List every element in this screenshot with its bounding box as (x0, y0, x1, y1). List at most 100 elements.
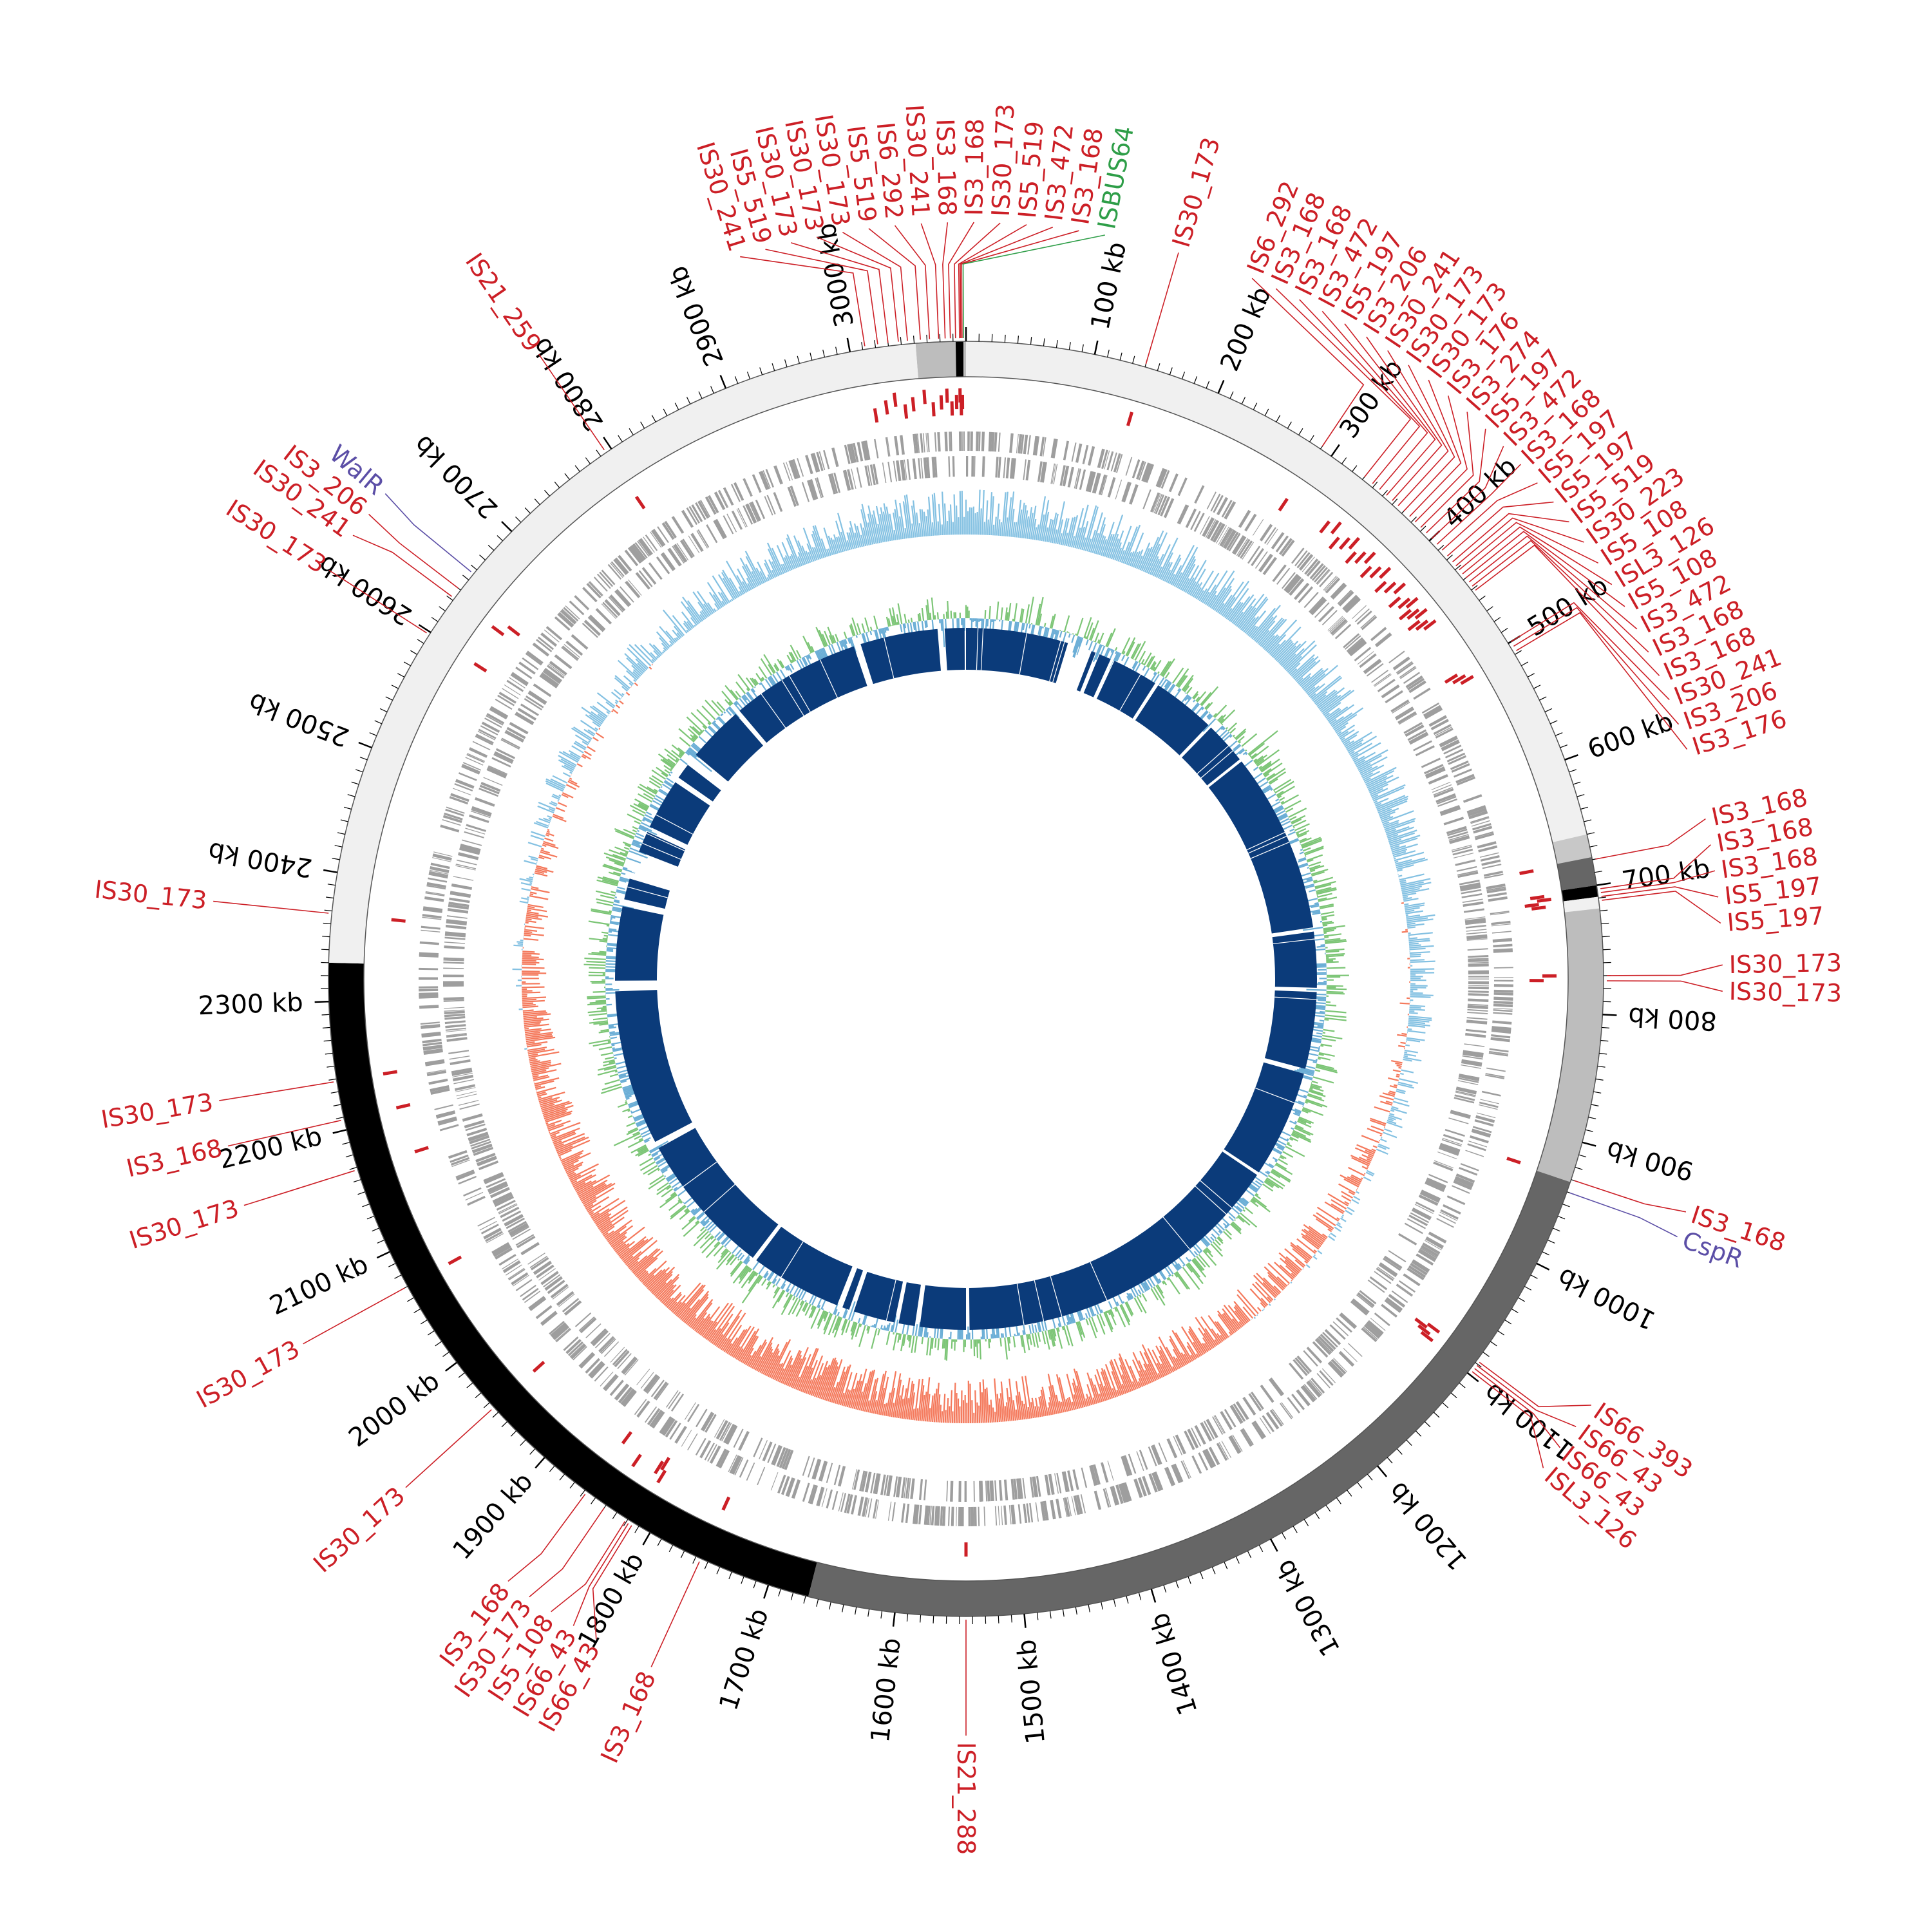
cds-block (1357, 651, 1374, 665)
cds-block (1097, 448, 1105, 468)
cds-block (1206, 1419, 1218, 1439)
cds-block (1153, 1471, 1164, 1491)
cds-block (1066, 1497, 1072, 1517)
cds-block (422, 906, 443, 912)
cds-block (1303, 1350, 1318, 1367)
cds-block (1158, 1442, 1168, 1463)
cds-block (467, 753, 486, 762)
cds-block (730, 484, 741, 502)
is-element-mark (1354, 551, 1367, 564)
cds-block (1490, 912, 1510, 916)
cds-block (662, 1418, 674, 1435)
cds-block (891, 1502, 896, 1522)
major-tick (1217, 380, 1225, 394)
cds-block (618, 554, 632, 572)
cds-block (1440, 1209, 1459, 1220)
cds-block (666, 1390, 679, 1408)
cds-block (1463, 1052, 1484, 1058)
minor-tick (692, 1556, 697, 1564)
minor-tick (1479, 595, 1486, 601)
cds-block (1284, 574, 1300, 592)
cds-block (505, 730, 525, 742)
cds-block (991, 1480, 994, 1501)
cds-block (895, 1476, 901, 1498)
cds-block (1404, 1222, 1423, 1235)
cds-block (792, 459, 800, 478)
cds-block (1173, 1436, 1183, 1455)
backbone-inner-edge (363, 376, 1569, 1582)
cds-block (1416, 1255, 1433, 1266)
cds-block (1413, 740, 1432, 752)
cds-block (1194, 485, 1205, 504)
cds-block (762, 470, 771, 489)
cds-block (1179, 505, 1189, 525)
cds-block (601, 1338, 616, 1354)
minor-tick (1511, 1308, 1519, 1314)
cds-block (520, 1285, 536, 1298)
is-element-mark (1359, 565, 1372, 578)
cds-block (1107, 1461, 1114, 1481)
minor-tick (1544, 708, 1553, 712)
cds-block (426, 885, 446, 890)
cds-block (936, 1506, 940, 1526)
minor-tick (1446, 554, 1453, 561)
cds-block (920, 433, 923, 453)
minor-tick (483, 1402, 490, 1408)
cds-block (451, 1159, 470, 1168)
cds-block (1458, 1075, 1480, 1082)
synteny-gap (631, 871, 672, 885)
cds-block (665, 520, 677, 538)
cds-block (522, 1287, 539, 1301)
cds-block (927, 1505, 931, 1526)
cds-block (601, 603, 616, 619)
feature-leader-line (1436, 464, 1521, 545)
cds-block (1275, 535, 1289, 553)
cds-block (540, 673, 558, 688)
major-tick (603, 437, 612, 450)
cds-block (504, 1214, 524, 1226)
cds-block (1466, 1017, 1488, 1020)
cds-block (1457, 1080, 1479, 1085)
cds-block (1251, 1391, 1264, 1410)
feature-leader-line (894, 225, 931, 339)
is-element-mark (1531, 905, 1546, 911)
cds-block (1301, 1387, 1314, 1403)
cds-block (682, 509, 694, 527)
cds-block (1436, 795, 1457, 805)
minor-tick (488, 545, 495, 551)
cds-block (752, 474, 762, 493)
cds-block (444, 1011, 465, 1015)
cds-block (1468, 985, 1489, 987)
cds-block (844, 444, 851, 464)
minor-tick (1264, 408, 1269, 416)
cds-block (1345, 598, 1361, 613)
feature-leader-line (219, 1081, 334, 1101)
cds-block (444, 936, 466, 940)
major-tick (535, 1457, 545, 1469)
cds-block (1218, 1442, 1229, 1460)
feature-leader-line (790, 242, 889, 343)
cds-block (443, 967, 464, 969)
synteny-gap (1255, 1087, 1295, 1104)
cds-block (464, 1121, 485, 1129)
cds-block (1177, 477, 1188, 497)
cds-block (446, 1034, 467, 1038)
minor-tick (1424, 1421, 1431, 1428)
minor-tick (1309, 435, 1314, 442)
cds-block (1444, 748, 1464, 759)
cds-block (1202, 1450, 1214, 1469)
cds-block (1367, 1320, 1384, 1334)
cds-block (1453, 852, 1474, 858)
cds-block (1388, 650, 1405, 663)
cds-block (897, 1477, 902, 1498)
cds-block (950, 431, 952, 451)
cds-block (1251, 1422, 1264, 1440)
cds-block (620, 586, 634, 603)
cds-block (963, 431, 965, 451)
cds-block (1477, 841, 1497, 849)
minor-tick (1493, 617, 1501, 622)
cds-block (848, 444, 855, 464)
cds-block (608, 596, 623, 612)
cds-block (610, 562, 623, 578)
cds-block (1291, 1394, 1305, 1410)
